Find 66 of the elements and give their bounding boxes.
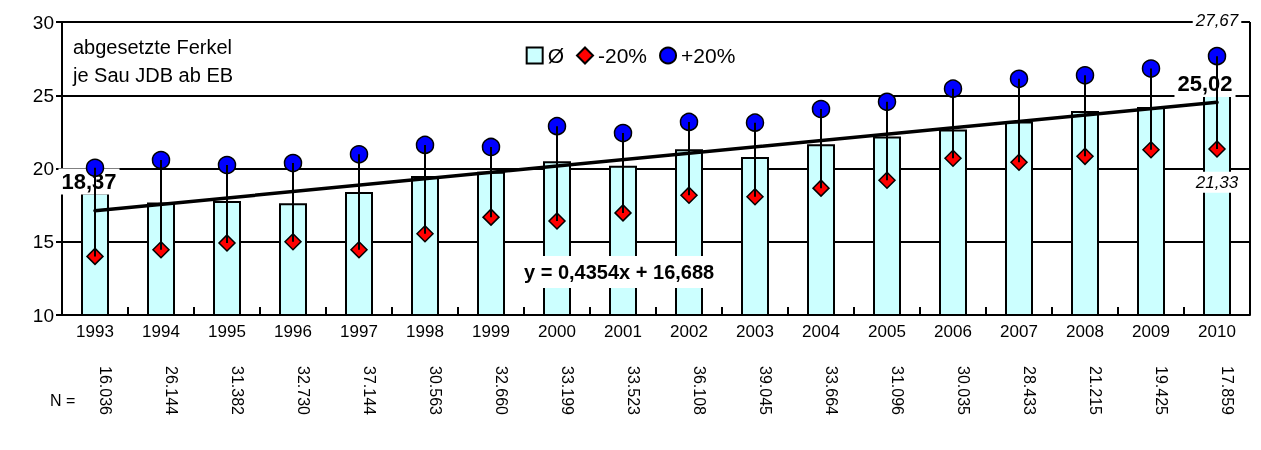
text: 21.215: [1086, 366, 1104, 416]
x-tick-label: 2010: [1198, 322, 1236, 341]
x-tick-label: 1996: [274, 322, 312, 341]
point: [679, 112, 699, 132]
text: 32.660: [492, 366, 510, 416]
legend-label: +20%: [681, 44, 736, 67]
text: 31.382: [228, 366, 246, 416]
x-tick-label: 2005: [868, 322, 906, 341]
point: [943, 79, 963, 98]
x-tick-label: 1995: [208, 322, 246, 341]
text: 30.035: [954, 366, 972, 416]
point: [547, 116, 567, 136]
y-tick-label: 20: [32, 158, 54, 179]
text: 17.859: [1218, 366, 1236, 416]
data-label: 27,67: [1194, 10, 1239, 30]
text: 28.433: [1020, 366, 1038, 416]
text: 32.730: [294, 366, 312, 416]
point: [481, 137, 501, 157]
x-tick-label: 1993: [76, 322, 114, 341]
point: [283, 153, 303, 173]
point: [151, 150, 171, 170]
point: [1207, 46, 1227, 66]
x-tick-label: 2002: [670, 322, 708, 341]
annotation: y = 0,4354x + 16,688: [524, 261, 715, 283]
x-tick-label: 2004: [802, 322, 840, 341]
y-tick-label: 25: [32, 84, 54, 106]
point: [1141, 59, 1161, 78]
text: 31.096: [888, 366, 906, 416]
point: [217, 155, 237, 175]
point: [1075, 66, 1095, 85]
y-tick-label: 15: [32, 231, 54, 253]
text: 39.045: [756, 366, 774, 416]
x-tick-label: 1998: [406, 322, 444, 341]
text: 26.144: [162, 366, 180, 416]
text: 33.523: [624, 366, 642, 416]
text: 19.425: [1152, 366, 1170, 416]
text: 36.108: [690, 366, 708, 416]
text: 37.144: [360, 366, 378, 416]
x-tick-label: 1997: [340, 322, 378, 341]
y-tick-label: 10: [32, 304, 54, 326]
point: [877, 92, 897, 112]
legend-label: Ø: [547, 44, 565, 67]
x-tick-label: 1994: [142, 322, 180, 341]
text: abgesetzte Ferkel je Sau JDB ab EB: [72, 36, 234, 86]
x-tick-label: 2009: [1132, 322, 1170, 341]
point: [1009, 69, 1029, 89]
x-tick-label: 2003: [736, 322, 774, 341]
x-tick-label: 2006: [934, 322, 972, 341]
x-tick-label: 2008: [1066, 322, 1104, 341]
x-tick-label: 2000: [538, 322, 576, 341]
text: 16.036: [96, 366, 114, 416]
text: 33.199: [558, 366, 576, 416]
data-label: 21,33: [1194, 172, 1239, 192]
text: 30.563: [426, 366, 444, 416]
legend-label: -20%: [598, 44, 648, 67]
point: [745, 113, 765, 132]
x-tick-label: 1999: [472, 322, 510, 341]
point: [613, 123, 633, 143]
point: [349, 145, 369, 164]
point: [811, 99, 831, 119]
point: [415, 135, 435, 155]
text: 33.664: [822, 366, 840, 416]
x-tick-label: 2007: [1000, 322, 1038, 341]
text: N =: [50, 391, 76, 409]
x-tick-label: 2001: [604, 322, 642, 341]
y-tick-label: 30: [32, 11, 54, 33]
